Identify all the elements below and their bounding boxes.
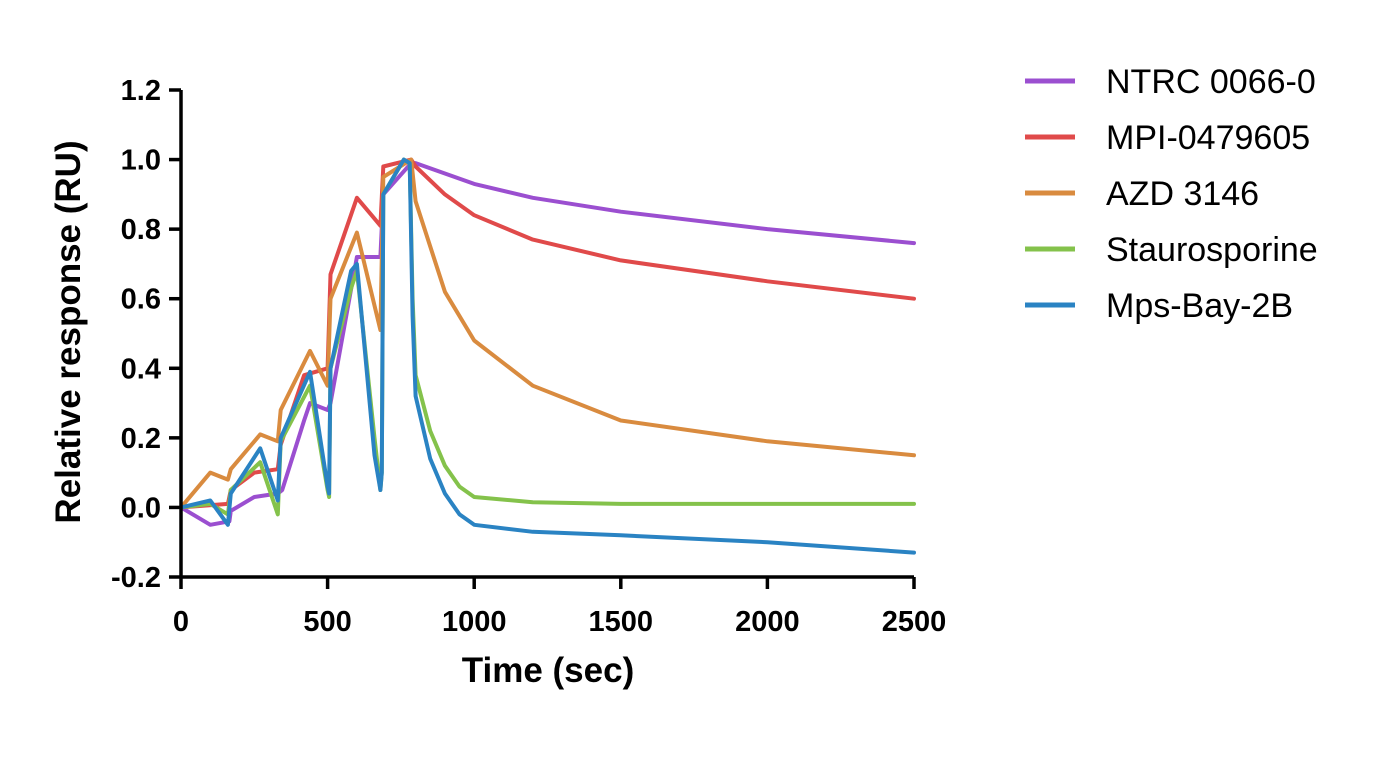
x-tick-label: 0	[173, 606, 189, 638]
y-axis-title: Relative response (RU)	[49, 140, 88, 523]
legend-label: AZD 3146	[1106, 175, 1259, 213]
y-tick-label: -0.2	[111, 562, 161, 594]
x-tick-label: 1500	[589, 606, 654, 638]
x-tick-label: 2000	[735, 606, 800, 638]
legend: NTRC 0066-0 MPI-0479605 AZD 3146 Staurospor…	[1025, 63, 1318, 325]
y-tick-label: 0.0	[121, 492, 161, 524]
y-tick-label: 0.4	[121, 353, 161, 385]
legend-label: Staurosporine	[1106, 231, 1318, 269]
series-line-2	[179, 157, 916, 510]
x-tick-label: 2500	[882, 606, 947, 638]
y-tick-label: 0.6	[121, 284, 161, 316]
y-tick-label: 0.8	[121, 214, 161, 246]
y-tick-label: 1.2	[121, 75, 161, 107]
legend-label: MPI-0479605	[1106, 119, 1310, 157]
series-line-4	[179, 157, 916, 555]
y-tick-label: 0.2	[121, 423, 161, 455]
y-axis-ticks: -0.2 0.0 0.2 0.4 0.6 0.8 1.0 1.2	[111, 75, 181, 594]
x-axis-ticks: 0 500 1000 1500 2000 2500	[173, 577, 946, 638]
x-axis-title: Time (sec)	[462, 651, 635, 690]
x-tick-label: 500	[303, 606, 351, 638]
y-tick-label: 1.0	[121, 145, 161, 177]
legend-label: Mps-Bay-2B	[1106, 287, 1293, 325]
legend-label: NTRC 0066-0	[1106, 63, 1316, 101]
series-line-0	[179, 161, 916, 527]
x-tick-label: 1000	[442, 606, 507, 638]
series-layer	[179, 157, 916, 555]
